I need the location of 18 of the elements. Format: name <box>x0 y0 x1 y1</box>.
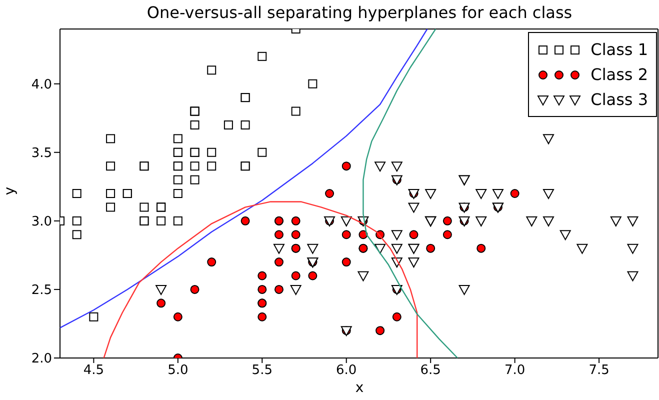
x-tick-label: 7.0 <box>504 363 526 378</box>
y-tick-label: 3.0 <box>31 214 52 230</box>
x-tick-label: 6.5 <box>420 363 441 378</box>
legend-label: Class 1 <box>590 40 648 59</box>
x-tick-label: 5.5 <box>252 363 272 378</box>
x-tick-label: 5.0 <box>168 363 188 378</box>
y-tick-label: 2.5 <box>31 283 52 298</box>
y-tick-label: 2.0 <box>31 352 52 367</box>
legend-label: Class 3 <box>590 90 648 109</box>
x-tick-label: 7.5 <box>588 363 610 378</box>
legend-label: Class 2 <box>590 65 648 84</box>
y-tick-label: 4.0 <box>31 77 52 92</box>
x-tick-label: 6.0 <box>336 363 357 378</box>
x-axis-title: x <box>354 380 365 396</box>
y-tick-label: 3.5 <box>31 146 52 161</box>
chart-title: One-versus-all separating hyperplanes for each class <box>146 3 574 22</box>
y-axis-title: y <box>2 186 18 196</box>
x-tick-label: 4.5 <box>83 363 104 378</box>
